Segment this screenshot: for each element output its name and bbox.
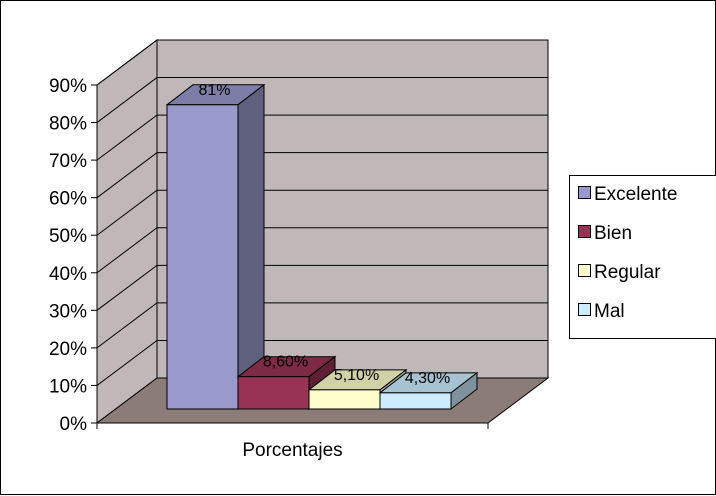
y-tick-label: 40% <box>49 264 87 285</box>
legend-label: Regular <box>594 262 661 283</box>
chart-legend: Excelente Bien Regular Mal <box>569 175 716 339</box>
x-category-label: Porcentajes <box>242 440 342 461</box>
y-tick-label: 10% <box>49 376 87 397</box>
legend-swatch <box>578 186 591 199</box>
gridline <box>96 302 548 349</box>
bar-regular <box>308 389 381 410</box>
legend-label: Bien <box>594 223 633 244</box>
legend-item-excelente: Excelente <box>578 184 677 206</box>
bar-excelente <box>166 104 239 410</box>
y-tick-label: 30% <box>49 301 87 322</box>
data-label-excelente: 81% <box>198 82 230 99</box>
y-tick-label: 20% <box>49 339 87 360</box>
gridline <box>96 227 548 274</box>
bar-mal <box>379 392 452 410</box>
legend-swatch <box>578 225 591 238</box>
gridline <box>96 339 548 386</box>
y-tick-label: 50% <box>49 226 87 247</box>
gridline <box>96 189 548 236</box>
legend-label: Mal <box>594 301 625 322</box>
data-label-mal: 4,30% <box>405 370 450 387</box>
y-tick-label: 80% <box>49 114 87 135</box>
gridline <box>96 77 548 123</box>
legend-item-bien: Bien <box>578 223 632 245</box>
legend-label: Excelente <box>594 184 678 205</box>
legend-swatch <box>578 264 591 277</box>
gridline <box>96 264 548 311</box>
gridline <box>96 114 548 161</box>
data-label-bien: 8,60% <box>263 354 308 371</box>
y-tick-label: 60% <box>49 189 87 210</box>
side-wall <box>96 39 158 424</box>
legend-item-mal: Mal <box>578 301 625 323</box>
y-tick-label: 70% <box>49 151 87 172</box>
y-tick-label: 90% <box>49 76 87 97</box>
gridline <box>96 39 548 86</box>
gridline <box>96 152 548 199</box>
data-label-regular: 5,10% <box>334 367 379 384</box>
legend-swatch <box>578 303 591 316</box>
y-tick-label: 0% <box>60 414 88 435</box>
bar-bien <box>237 376 310 410</box>
legend-item-regular: Regular <box>578 262 661 284</box>
